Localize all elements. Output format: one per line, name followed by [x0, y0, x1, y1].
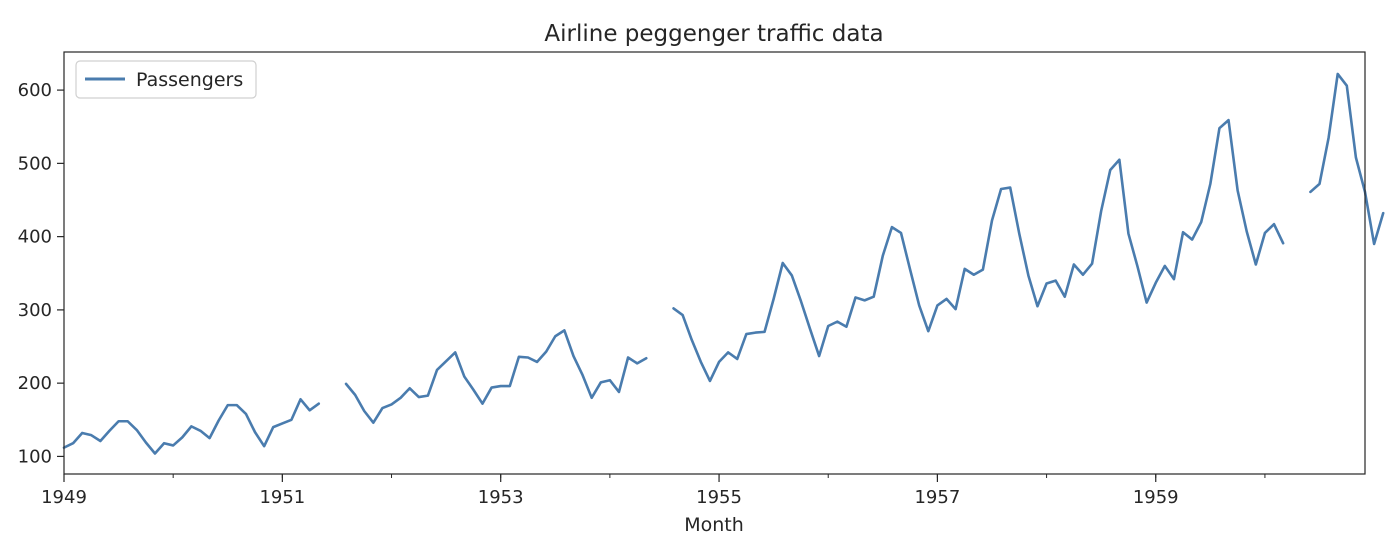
- chart-title: Airline peggenger traffic data: [544, 21, 883, 47]
- x-axis-ticks: 1949 1951 1953 1955 1957 1959: [41, 474, 1266, 508]
- y-tick-label: 300: [18, 300, 52, 321]
- y-axis-ticks: 100 200 300 400 500 600: [18, 80, 64, 467]
- legend-box: [75, 60, 257, 99]
- x-tick-label: 1949: [41, 487, 87, 508]
- x-axis-label: Month: [684, 514, 744, 536]
- x-tick-label: 1955: [696, 487, 742, 508]
- x-tick-label: 1953: [478, 487, 524, 508]
- y-tick-label: 500: [18, 153, 52, 174]
- y-tick-label: 600: [18, 80, 52, 101]
- legend: Passengers: [75, 60, 257, 99]
- y-tick-label: 100: [18, 446, 52, 467]
- series-line-passengers: [62, 72, 1385, 455]
- x-tick-label: 1957: [914, 487, 960, 508]
- legend-entry-passengers: Passengers: [136, 69, 243, 91]
- x-tick-label: 1951: [259, 487, 305, 508]
- plot-frame: [63, 51, 1366, 475]
- x-tick-label: 1959: [1133, 487, 1179, 508]
- y-tick-label: 400: [18, 227, 52, 248]
- y-tick-label: 200: [18, 373, 52, 394]
- series-layer: [62, 72, 1385, 455]
